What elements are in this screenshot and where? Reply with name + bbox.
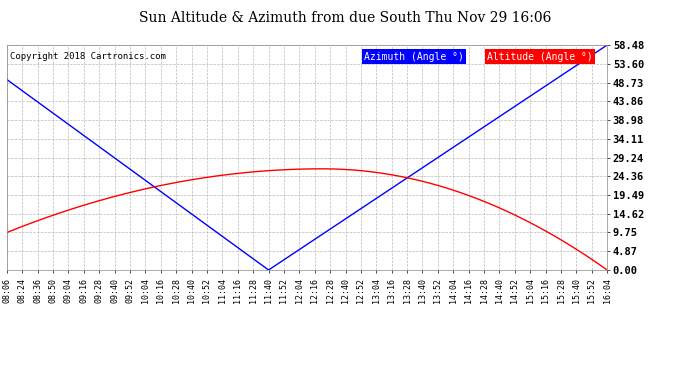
- Text: Sun Altitude & Azimuth from due South Thu Nov 29 16:06: Sun Altitude & Azimuth from due South Th…: [139, 11, 551, 25]
- Text: Altitude (Angle °): Altitude (Angle °): [487, 52, 593, 62]
- Text: Copyright 2018 Cartronics.com: Copyright 2018 Cartronics.com: [10, 52, 166, 61]
- Text: Azimuth (Angle °): Azimuth (Angle °): [364, 52, 464, 62]
